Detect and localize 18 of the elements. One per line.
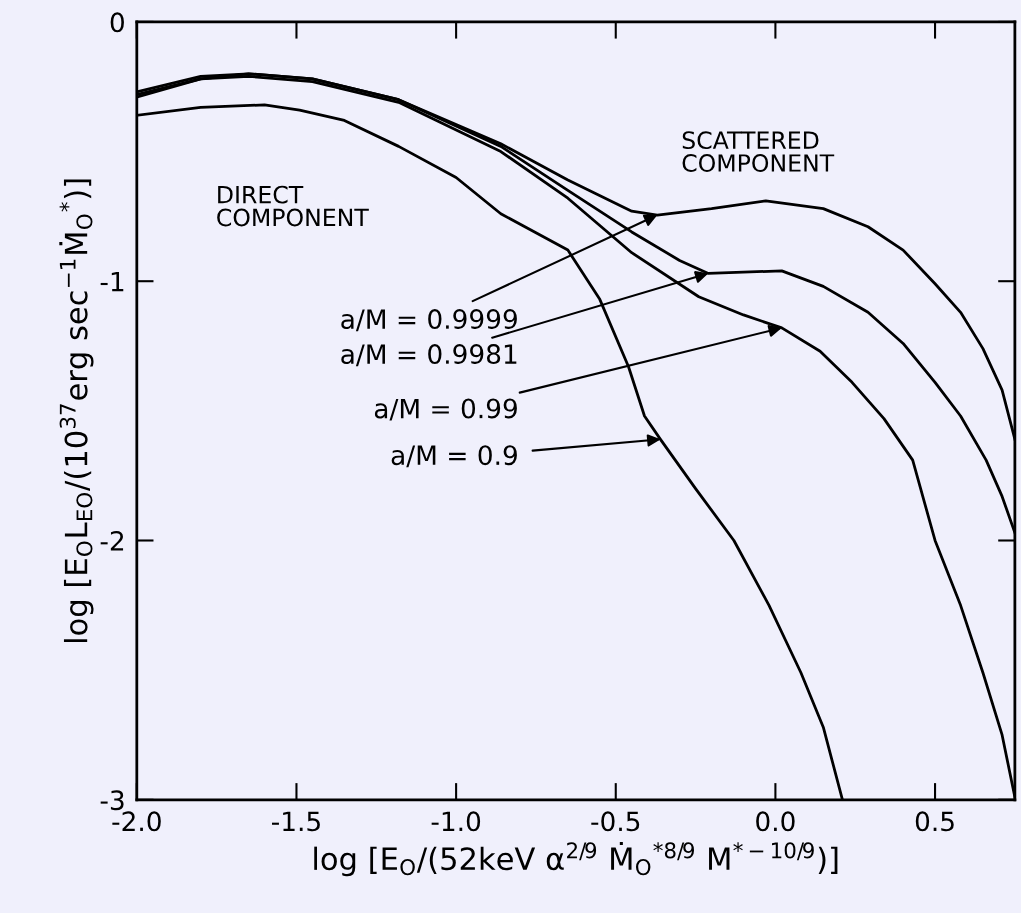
y-tick-label: -3	[100, 790, 124, 811]
x-tick-label: -1.5	[272, 811, 320, 832]
x-tick-label: -2.0	[112, 811, 161, 832]
y-tick-label: -1	[100, 271, 124, 292]
x-tick-label: -1.0	[431, 811, 481, 832]
y-tick-label: -2	[100, 530, 124, 551]
text: log [E$_{O}$L$_{EO}$/(10$^{37}$erg sec$^{−1}$Ṁ$_{O}$$^{*}$)]	[59, 179, 94, 643]
annotation: a/M = 0.9	[391, 445, 517, 468]
x-tick-label: -0.5	[591, 811, 640, 832]
x-tick-label: 0.0	[756, 811, 795, 832]
text: log [E$_{O}$/(52keV α$^{2/9}$ Ṁ$_{O}$$^{*8/9}$ M$^{*−10/9}$)]	[314, 841, 838, 877]
annotation: a/M = 0.9981	[341, 344, 517, 367]
annotation: a/M = 0.9999	[341, 309, 517, 332]
y-tick-label: 0	[110, 12, 124, 33]
x-tick-label: 0.5	[915, 811, 954, 832]
annotation: DIRECT COMPONENT	[217, 185, 369, 227]
annotation: SCATTERED COMPONENT	[682, 131, 835, 172]
annotation: a/M = 0.99	[374, 398, 517, 421]
